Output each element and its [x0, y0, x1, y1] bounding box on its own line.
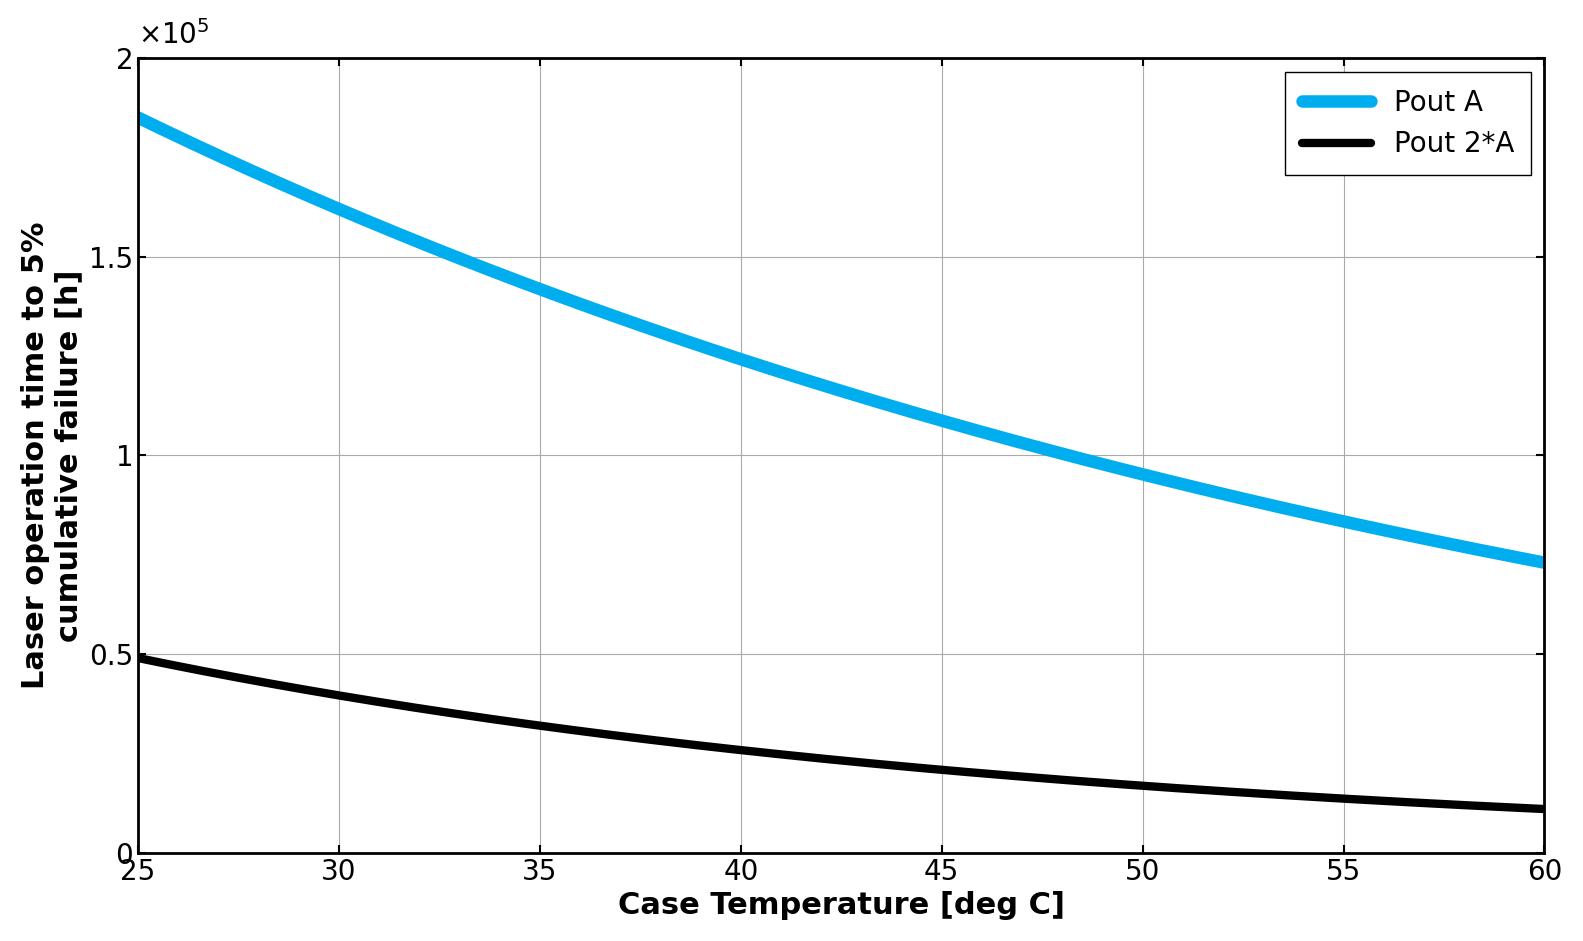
Pout 2*A: [1501, 802, 1520, 813]
Legend: Pout A, Pout 2*A: Pout A, Pout 2*A: [1285, 72, 1531, 175]
Line: Pout 2*A: Pout 2*A: [138, 658, 1545, 809]
Line: Pout A: Pout A: [138, 118, 1545, 563]
Pout 2*A: [890, 760, 909, 772]
Pout A: [966, 424, 985, 436]
Pout A: [1536, 557, 1555, 568]
Pout 2*A: [806, 752, 825, 763]
Pout A: [1281, 504, 1300, 516]
Pout 2*A: [128, 652, 147, 663]
Pout 2*A: [966, 767, 985, 778]
Pout 2*A: [796, 751, 815, 762]
Pout A: [1501, 550, 1520, 562]
Pout 2*A: [1536, 804, 1555, 815]
Pout A: [806, 377, 825, 389]
Pout A: [890, 403, 909, 414]
X-axis label: Case Temperature [deg C]: Case Temperature [deg C]: [617, 891, 1065, 920]
Text: $\times 10^5$: $\times 10^5$: [138, 20, 209, 50]
Pout A: [128, 112, 147, 123]
Pout A: [796, 375, 815, 386]
Y-axis label: Laser operation time to 5%
cumulative failure [h]: Laser operation time to 5% cumulative fa…: [21, 222, 84, 689]
Pout 2*A: [1281, 789, 1300, 801]
